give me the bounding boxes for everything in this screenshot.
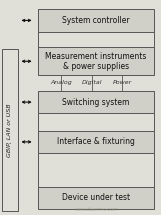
Text: System controller: System controller	[62, 16, 130, 25]
Bar	[38, 131, 154, 153]
Text: Power: Power	[113, 80, 132, 85]
Text: Device under test: Device under test	[62, 193, 130, 202]
Text: Interface & fixturing: Interface & fixturing	[57, 137, 135, 146]
Text: Digital: Digital	[81, 80, 102, 85]
Text: Analog: Analog	[50, 80, 72, 85]
Bar	[38, 187, 154, 209]
Text: GBIP, LAN or USB: GBIP, LAN or USB	[7, 103, 12, 157]
Text: www.duerme.com: www.duerme.com	[75, 207, 119, 212]
Text: Measurement instruments
& power supplies: Measurement instruments & power supplies	[45, 52, 147, 71]
Bar	[38, 9, 154, 32]
Bar	[2, 49, 18, 211]
Text: Switching system: Switching system	[62, 98, 129, 107]
Bar	[38, 91, 154, 113]
Bar	[38, 47, 154, 75]
